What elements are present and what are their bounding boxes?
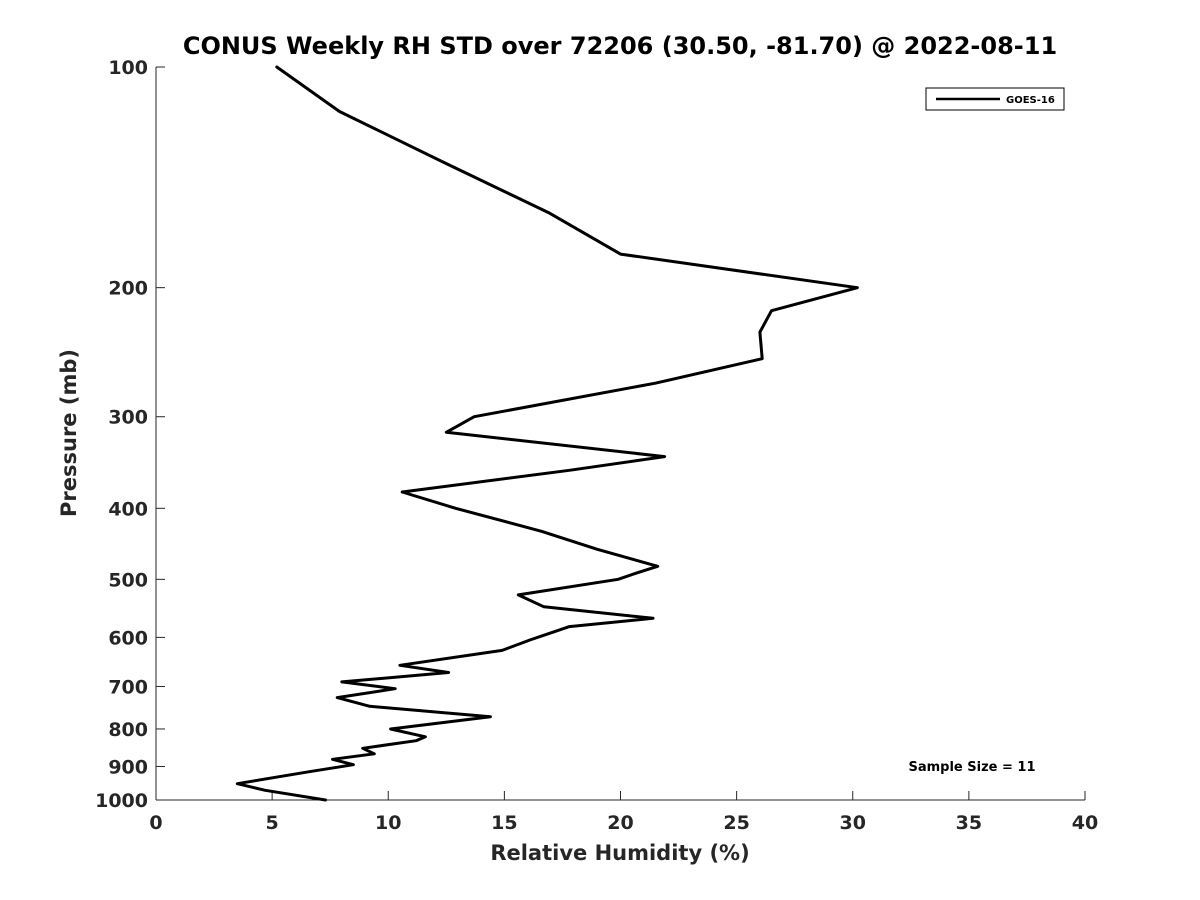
y-tick-label: 100 <box>108 57 148 79</box>
x-tick-label: 5 <box>266 812 279 834</box>
sample-size-annotation: Sample Size = 11 <box>908 760 1035 775</box>
x-axis-ticks: 0 5 10 15 20 25 30 35 40 <box>149 791 1098 834</box>
y-tick-label: 900 <box>108 756 148 778</box>
y-tick-label: 300 <box>108 407 148 429</box>
y-tick-label: 700 <box>108 676 148 698</box>
legend: GOES-16 <box>925 87 1065 111</box>
x-tick-label: 10 <box>375 812 401 834</box>
y-tick-label: 600 <box>108 627 148 649</box>
y-tick-label: 1000 <box>95 790 148 812</box>
x-tick-label: 30 <box>840 812 866 834</box>
y-tick-label: 800 <box>108 719 148 741</box>
x-tick-label: 0 <box>149 812 162 834</box>
x-tick-label: 25 <box>723 812 749 834</box>
y-tick-label: 200 <box>108 278 148 300</box>
series-line-goes-16 <box>235 65 859 802</box>
series-group <box>235 65 859 802</box>
y-tick-label: 400 <box>108 498 148 520</box>
y-axis-ticks: 100 200 300 400 500 600 700 800 900 1000 <box>95 57 165 812</box>
chart-title: CONUS Weekly RH STD over 72206 (30.50, -… <box>183 32 1057 60</box>
legend-label-goes-16: GOES-16 <box>1006 95 1055 106</box>
x-tick-label: 20 <box>607 812 633 834</box>
x-tick-label: 15 <box>491 812 517 834</box>
y-tick-label: 500 <box>108 569 148 591</box>
plot-axes <box>155 67 1085 801</box>
x-axis-label: Relative Humidity (%) <box>490 841 749 865</box>
x-tick-label: 35 <box>956 812 982 834</box>
x-tick-label: 40 <box>1072 812 1098 834</box>
y-axis-label: Pressure (mb) <box>57 349 81 517</box>
